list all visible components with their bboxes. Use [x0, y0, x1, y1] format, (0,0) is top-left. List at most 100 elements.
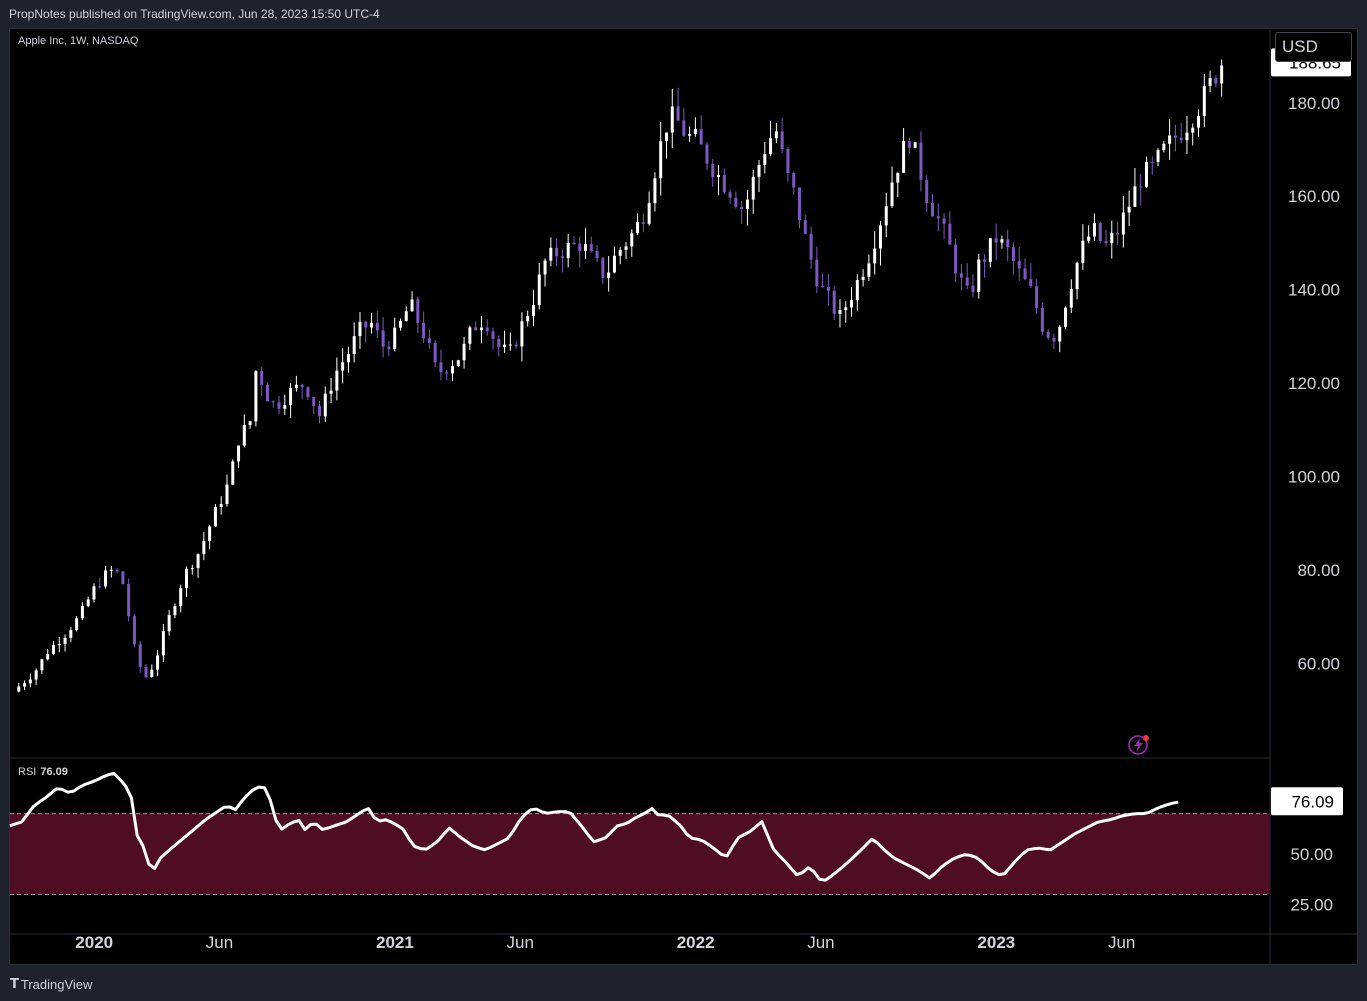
candle-body	[271, 401, 275, 403]
candle-body	[844, 307, 848, 311]
candle-body	[341, 362, 345, 371]
candle-body	[636, 222, 640, 234]
candle-body	[1150, 161, 1154, 163]
candle-body	[150, 669, 154, 677]
candle-body	[774, 131, 778, 139]
candle-body	[300, 384, 304, 388]
candle-body	[717, 174, 721, 178]
candle-body	[959, 273, 963, 278]
price-tick-label: 80.00	[1297, 561, 1340, 580]
candle-body	[965, 277, 969, 286]
time-tick-label: Jun	[206, 933, 233, 952]
candle-body	[572, 243, 576, 245]
candle-body	[913, 142, 917, 148]
candle-body	[809, 233, 813, 260]
candle-body	[312, 397, 316, 406]
candle-body	[462, 343, 466, 361]
candle-body	[1029, 279, 1033, 287]
candle-body	[1185, 132, 1189, 141]
candle-body	[931, 203, 935, 217]
candle-body	[34, 670, 38, 680]
candle-body	[1144, 161, 1148, 187]
candle-body	[277, 402, 281, 409]
publish-bar: PropNotes published on TradingView.com, …	[0, 0, 1367, 28]
time-tick-label: 2023	[977, 933, 1015, 952]
candle-body	[1116, 233, 1120, 235]
candle-body	[1179, 137, 1183, 141]
candle-body	[925, 179, 929, 204]
candle-body	[699, 129, 703, 145]
candle-body	[173, 606, 177, 616]
time-tick-label: Jun	[1108, 933, 1135, 952]
rsi-last-label: 76.09	[1291, 792, 1334, 811]
currency-button[interactable]: USD	[1275, 32, 1352, 62]
candle-body	[196, 554, 200, 569]
candle-body	[682, 120, 686, 136]
candle-body	[497, 338, 501, 348]
candle-body	[601, 258, 605, 278]
candle-body	[1127, 206, 1131, 213]
candle-body	[1162, 143, 1166, 151]
candle-body	[364, 321, 368, 328]
candle-body	[260, 371, 264, 385]
candle-body	[1098, 223, 1102, 242]
candle-body	[184, 568, 188, 589]
candle-body	[1087, 236, 1091, 241]
candle-body	[23, 683, 27, 687]
price-tick-label: 140.00	[1288, 281, 1340, 300]
candle-body	[1040, 307, 1044, 332]
candle-body	[584, 244, 588, 252]
rsi-band	[10, 813, 1270, 895]
candle-body	[1081, 240, 1085, 263]
candle-body	[797, 187, 801, 221]
rsi-tick-label: 50.00	[1290, 845, 1333, 864]
candle-body	[780, 131, 784, 149]
candle-body	[1121, 212, 1125, 235]
candle-body	[1052, 337, 1056, 342]
candle-body	[242, 425, 246, 446]
candle-body	[936, 216, 940, 219]
candle-body	[618, 249, 622, 256]
candle-body	[179, 588, 183, 607]
candle-body	[948, 223, 952, 245]
candle-body	[40, 659, 44, 671]
candle-body	[167, 615, 171, 632]
candle-body	[265, 384, 269, 402]
candle-body	[248, 421, 252, 426]
candle-body	[555, 247, 559, 257]
candle-body	[57, 644, 61, 646]
candle-body	[1104, 241, 1108, 244]
symbol-info: Apple Inc, 1W, NASDAQ	[18, 35, 139, 47]
rsi-legend-title: RSI	[18, 766, 37, 778]
candle-body	[1017, 260, 1021, 269]
candle-body	[607, 272, 611, 278]
candle-body	[537, 274, 541, 305]
candle-body	[821, 286, 825, 288]
candle-body	[757, 164, 761, 177]
tradingview-brand-label: TradingView	[20, 976, 93, 992]
candle-body	[855, 279, 859, 301]
candle-body	[896, 172, 900, 183]
candle-body	[433, 342, 437, 363]
candle-body	[422, 322, 426, 339]
tradingview-brand[interactable]: 𝗧 TradingView	[10, 976, 92, 992]
time-tick-label: Jun	[507, 933, 534, 952]
candle-body	[676, 106, 680, 121]
candle-body	[1197, 115, 1201, 128]
candle-body	[474, 327, 478, 331]
candle-body	[890, 182, 894, 207]
candle-body	[375, 322, 379, 331]
candle-body	[734, 197, 738, 207]
rsi-last-tag	[1271, 787, 1343, 816]
candle-body	[75, 618, 79, 631]
candle-body	[803, 220, 807, 234]
candle-body	[1168, 135, 1172, 144]
time-tick-label: 2021	[376, 933, 414, 952]
candle-body	[294, 384, 298, 388]
rsi-tick-label: 25.00	[1290, 896, 1333, 915]
candle-body	[1139, 186, 1143, 188]
candle-body	[954, 244, 958, 274]
price-tick-label: 60.00	[1297, 655, 1340, 674]
lightning-icon[interactable]	[1128, 735, 1149, 755]
